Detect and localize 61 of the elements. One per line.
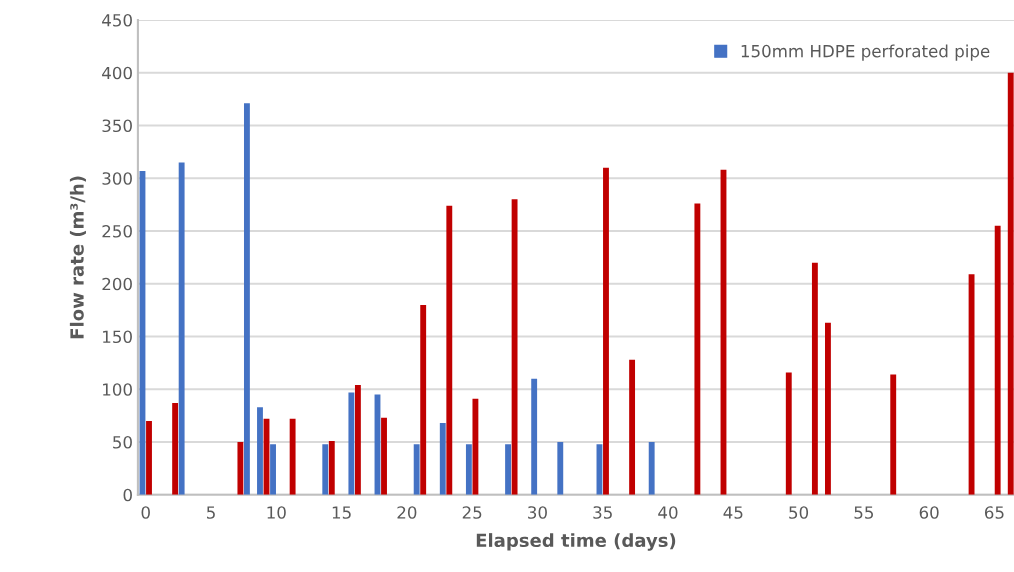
- x-tick-label: 60: [919, 506, 939, 519]
- bar: [172, 402, 179, 495]
- bar: [413, 444, 420, 495]
- bar: [1007, 72, 1014, 495]
- bar: [890, 374, 897, 495]
- bar: [146, 420, 152, 495]
- y-tick-label: 450: [102, 13, 132, 27]
- y-tick-label: 200: [102, 277, 132, 291]
- bar: [348, 392, 355, 495]
- bar: [237, 442, 244, 495]
- x-axis-title: Elapsed time (days): [476, 533, 676, 551]
- x-tick-label: 45: [723, 506, 743, 519]
- bar: [785, 372, 792, 495]
- x-tick-label: 5: [207, 506, 215, 519]
- bar: [446, 205, 453, 495]
- x-tick-label: 15: [332, 506, 351, 519]
- bar: [557, 442, 564, 495]
- x-tick-label: 30: [528, 506, 547, 519]
- x-tick-label: 40: [658, 506, 678, 519]
- bar: [994, 225, 1001, 495]
- bar: [328, 440, 335, 495]
- bar: [420, 304, 427, 495]
- bar: [270, 444, 276, 495]
- bar: [825, 322, 831, 495]
- x-tick-label: 55: [854, 506, 873, 519]
- bar: [511, 199, 518, 495]
- x-tick-label: 0: [141, 506, 150, 519]
- x-tick-label: 65: [984, 506, 1004, 519]
- x-tick-label: 50: [789, 506, 809, 519]
- bar: [289, 418, 296, 495]
- bar: [968, 274, 975, 495]
- y-axis-title: Flow rate (m³/h): [69, 176, 86, 339]
- x-tick-label: 20: [397, 506, 417, 519]
- bar: [472, 398, 479, 495]
- bar: [243, 103, 250, 495]
- x-tick-label: 35: [593, 506, 612, 519]
- bar: [629, 359, 636, 495]
- y-tick-label: 150: [103, 330, 132, 344]
- bar: [648, 442, 655, 495]
- bar: [381, 417, 387, 495]
- bar: [694, 203, 701, 495]
- x-tick-label: 25: [462, 506, 482, 519]
- bar: [505, 444, 511, 495]
- bar: [257, 407, 263, 495]
- y-tick-label: 100: [103, 383, 132, 396]
- y-tick-label: 400: [102, 66, 132, 80]
- bar: [322, 444, 329, 495]
- y-tick-label: 250: [102, 224, 132, 238]
- bar: [178, 162, 185, 495]
- y-tick-label: 350: [102, 119, 132, 133]
- bar: [811, 262, 818, 495]
- bar: [603, 167, 609, 495]
- bar: [354, 385, 361, 495]
- y-tick-label: 300: [102, 172, 132, 185]
- y-tick-label: 0: [123, 488, 132, 502]
- y-tick-label: 50: [113, 435, 132, 449]
- x-tick-label: 10: [267, 506, 286, 519]
- bar: [439, 423, 446, 495]
- bar: [465, 444, 472, 495]
- legend-label: 150mm HDPE perforated pipe: [741, 44, 990, 61]
- bar: [531, 378, 538, 495]
